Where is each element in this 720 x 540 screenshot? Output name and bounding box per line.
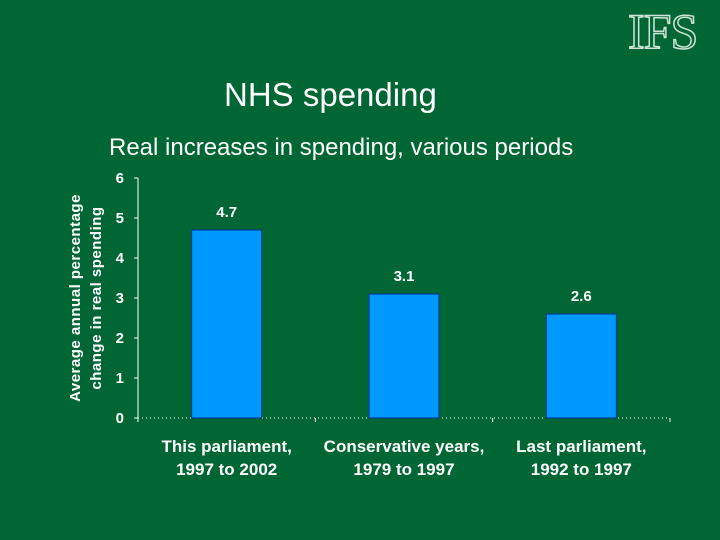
y-axis-title: Average annual percentage — [67, 194, 84, 402]
x-category-label: 1992 to 1997 — [531, 460, 632, 479]
x-category-label: 1997 to 2002 — [176, 460, 277, 479]
chart-subtitle: Real increases in spending, various peri… — [109, 134, 574, 161]
page-title: NHS spending — [224, 76, 437, 113]
data-label: 3.1 — [394, 268, 415, 285]
y-tick-label: 5 — [116, 210, 124, 227]
y-tick-label: 6 — [116, 170, 124, 187]
x-category-label: Conservative years, — [324, 437, 485, 456]
y-axis-title: change in real spending — [88, 206, 105, 389]
data-label: 4.7 — [216, 204, 237, 221]
y-tick-label: 2 — [116, 330, 124, 347]
x-category-label: Last parliament, — [516, 437, 646, 456]
x-category-label: 1979 to 1997 — [353, 460, 454, 479]
y-tick-label: 4 — [116, 250, 125, 267]
ifs-logo: IFS — [627, 3, 699, 59]
data-label: 2.6 — [571, 288, 592, 305]
y-tick-label: 3 — [116, 290, 124, 307]
bar — [368, 293, 440, 419]
bar — [545, 313, 617, 419]
bar — [191, 229, 263, 419]
y-tick-label: 1 — [116, 370, 124, 387]
y-tick-label: 0 — [116, 410, 124, 427]
x-category-label: This parliament, — [161, 437, 291, 456]
